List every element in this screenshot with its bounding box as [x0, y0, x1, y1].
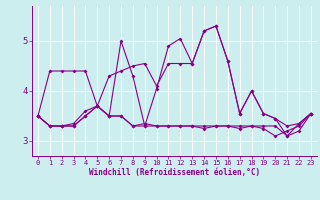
X-axis label: Windchill (Refroidissement éolien,°C): Windchill (Refroidissement éolien,°C)	[89, 168, 260, 177]
